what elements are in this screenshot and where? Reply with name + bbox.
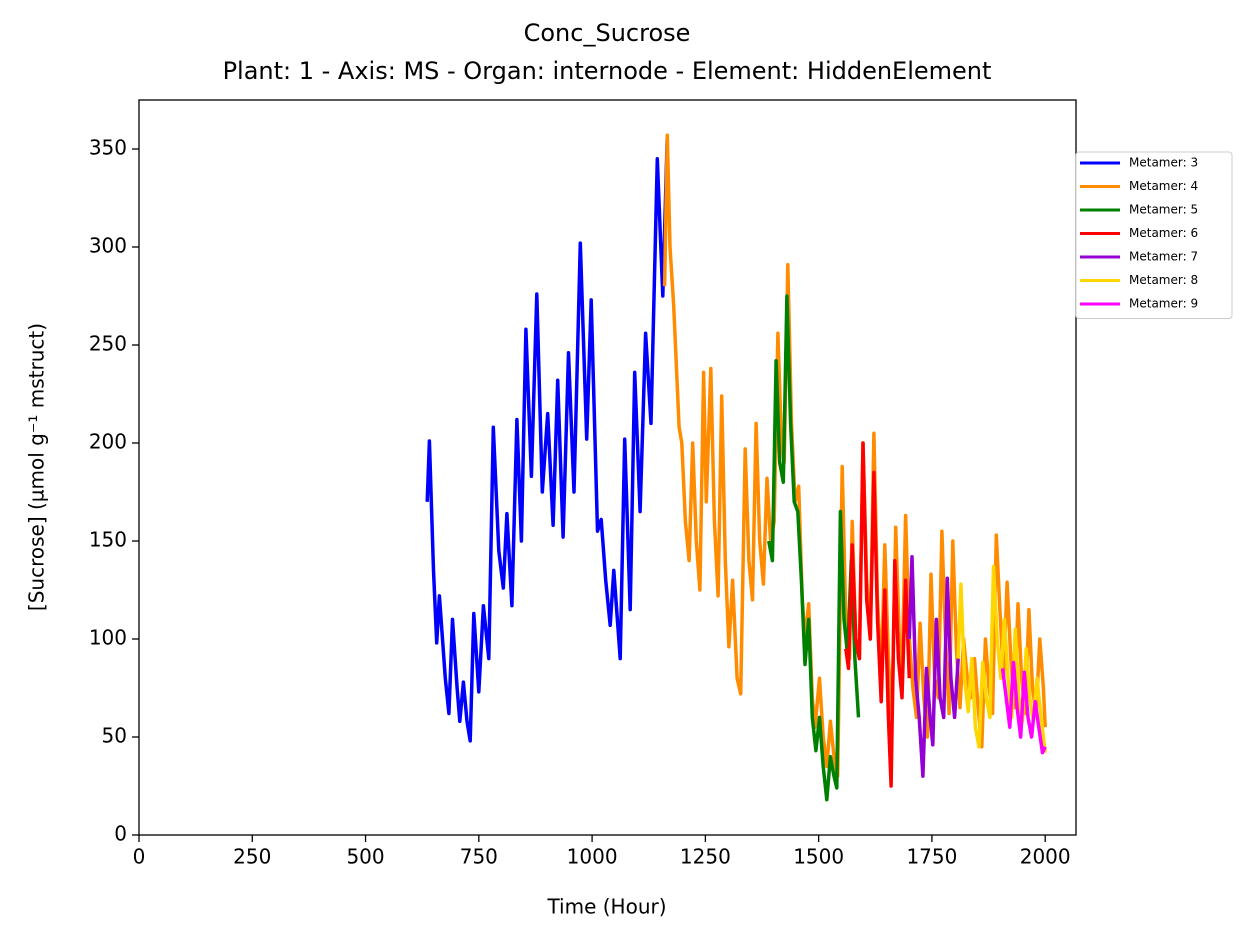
series-line: [425, 135, 670, 743]
series-line: [1000, 660, 1047, 755]
x-tick-label: 500: [346, 845, 384, 869]
legend-label: Metamer: 7: [1129, 250, 1198, 264]
legend-label: Metamer: 8: [1129, 273, 1198, 287]
x-tick-label: 1750: [906, 845, 957, 869]
y-tick-label: 100: [89, 626, 127, 650]
plot-frame: [138, 99, 1077, 836]
legend-label: Metamer: 9: [1129, 297, 1198, 311]
y-axis-label: [Sucrose] (µmol g⁻¹ mstruct): [25, 323, 49, 611]
legend-label: Metamer: 6: [1129, 226, 1198, 240]
y-tick-label: 250: [89, 332, 127, 356]
series-line: [767, 294, 861, 802]
y-tick-label: 50: [102, 724, 127, 748]
legend-label: Metamer: 4: [1129, 179, 1198, 193]
x-tick-label: 250: [233, 845, 271, 869]
chart-title: Conc_Sucrose: [524, 19, 691, 47]
y-tick-label: 150: [89, 528, 127, 552]
y-tick-label: 0: [114, 822, 127, 846]
series-line: [844, 441, 912, 788]
series-line: [956, 564, 1047, 753]
series-line: [907, 554, 960, 778]
legend-label: Metamer: 3: [1129, 156, 1198, 170]
x-tick-label: 2000: [1020, 845, 1071, 869]
legend: Metamer: 3 Metamer: 4 Metamer: 5 Metamer: 6…: [1075, 151, 1233, 319]
legend-frame: [1075, 151, 1233, 319]
x-tick-label: 1500: [793, 845, 844, 869]
y-tick-label: 350: [89, 136, 127, 160]
x-tick-label: 0: [133, 845, 146, 869]
x-tick-label: 1000: [567, 845, 618, 869]
y-tick-label: 200: [89, 430, 127, 454]
legend-label: Metamer: 5: [1129, 203, 1198, 217]
x-tick-label: 1250: [680, 845, 731, 869]
x-axis-label: Time (Hour): [546, 895, 666, 919]
y-tick-label: 300: [89, 234, 127, 258]
x-tick-label: 750: [460, 845, 498, 869]
chart-subtitle: Plant: 1 - Axis: MS - Organ: internode -…: [223, 57, 992, 85]
